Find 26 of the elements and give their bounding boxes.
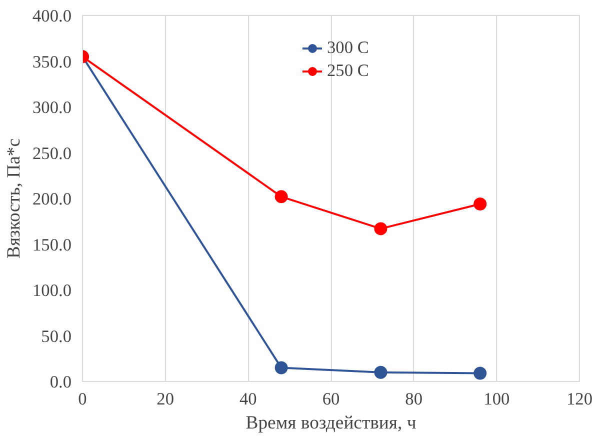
point [274, 361, 288, 374]
legend-label: 250 C [327, 61, 369, 81]
x-tick-label: 40 [240, 390, 257, 408]
y-axis-title: Вязкость, Па*с [4, 138, 25, 258]
x-tick-label: 20 [156, 390, 174, 408]
y-tick-label: 350.0 [32, 52, 72, 72]
x-tick-label: 0 [78, 390, 87, 408]
y-tick-label: 100.0 [32, 281, 72, 300]
x-tick-label: 60 [322, 390, 340, 408]
y-tick-label: 300.0 [32, 98, 72, 117]
point [374, 222, 388, 236]
y-tick-label: 200.0 [32, 190, 72, 208]
legend-label: 300 C [327, 38, 369, 58]
y-tick-label: 250.0 [32, 144, 72, 163]
y-tick-label: 0.0 [50, 372, 72, 392]
y-tick-label: 400.0 [32, 6, 72, 26]
x-axis-title: Время воздействия, ч [246, 412, 416, 434]
x-tick-label: 80 [405, 390, 422, 408]
point [474, 366, 487, 380]
point [374, 366, 388, 379]
y-tick-label: 150.0 [32, 235, 72, 254]
y-tick-label: 50.0 [41, 326, 72, 346]
point [474, 198, 487, 210]
x-tick-label: 100 [484, 390, 510, 408]
point [274, 190, 288, 204]
x-tick-label: 120 [566, 390, 593, 408]
